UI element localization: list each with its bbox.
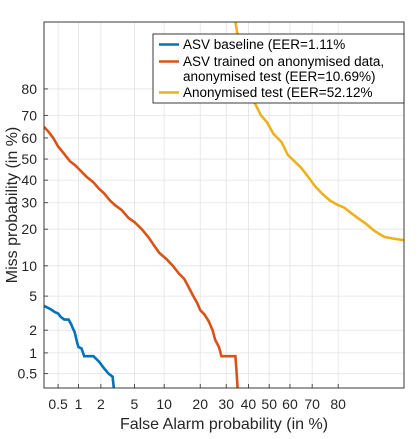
series-line-3 <box>234 22 404 242</box>
y-tick-label: 0.5 <box>18 366 38 382</box>
x-tick-label: 70 <box>304 396 320 412</box>
x-tick-label: 10 <box>156 396 172 412</box>
y-tick-label: 20 <box>21 221 37 237</box>
series-line-1 <box>44 304 116 388</box>
plot-frame <box>43 21 405 389</box>
x-tick-label: 5 <box>130 396 138 412</box>
y-tick-label: 60 <box>21 130 37 146</box>
legend: ASV baseline (EER=1.11% ASV trained on an… <box>152 33 405 104</box>
y-tick-label: 40 <box>21 172 37 188</box>
x-tick-label: 0.5 <box>48 396 68 412</box>
series-lines <box>44 22 404 388</box>
series-line-2 <box>44 126 239 388</box>
x-tick-label: 20 <box>192 396 208 412</box>
x-tick-label: 2 <box>97 396 105 412</box>
legend-entry-1: ASV baseline (EER=1.11% <box>183 37 345 52</box>
x-axis-label: False Alarm probability (in %) <box>120 416 328 433</box>
y-tick-label: 10 <box>21 258 37 274</box>
x-tick-label: 50 <box>261 396 277 412</box>
legend-entry-3: Anonymised test (EER=52.12% <box>183 85 372 100</box>
legend-entry-2: anonymised test (EER=10.69%) <box>183 69 375 84</box>
x-tick-label: 40 <box>241 396 257 412</box>
legend-entry-2: ASV trained on anonymised data, <box>183 54 384 69</box>
x-tick-label: 80 <box>330 396 346 412</box>
x-tick-label: 30 <box>218 396 234 412</box>
y-tick-label: 5 <box>29 288 37 304</box>
tick-labels: 0.5 1 2 5 10 20 30 40 50 60 70 800.5125102030405060… <box>18 81 347 412</box>
x-tick-label: 1 <box>75 396 83 412</box>
y-axis-label: Miss probability (in %) <box>4 127 21 283</box>
y-tick-label: 70 <box>21 107 37 123</box>
x-tick-label: 60 <box>282 396 298 412</box>
y-tick-label: 2 <box>29 322 37 338</box>
y-tick-label: 50 <box>21 151 37 167</box>
legend-box <box>152 33 405 104</box>
y-tick-label: 1 <box>29 345 37 361</box>
y-tick-label: 30 <box>21 195 37 211</box>
y-tick-label: 80 <box>21 81 37 97</box>
